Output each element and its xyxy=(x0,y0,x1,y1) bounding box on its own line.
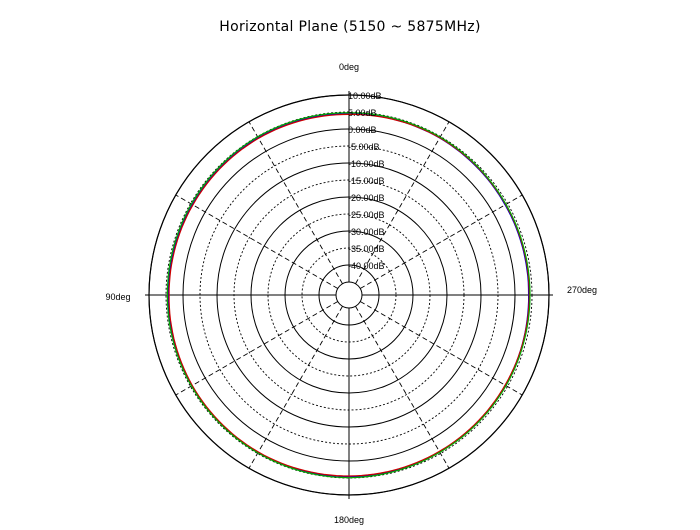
labels-layer: 10.00dB 5.00dB 0.00dB -5.00dB -10.00dB -15.00… xyxy=(105,62,597,525)
spoke-240 xyxy=(360,301,523,396)
angle-label: 180deg xyxy=(334,515,364,525)
spoke-300 xyxy=(360,194,523,289)
radial-tick-label: -10.00dB xyxy=(348,159,385,169)
radial-tick-label: -40.00dB xyxy=(348,261,385,271)
radial-tick-label: -5.00dB xyxy=(348,142,380,152)
spoke-120 xyxy=(175,301,338,396)
spoke-210 xyxy=(355,306,450,469)
center-ring xyxy=(335,281,363,309)
spoke-330 xyxy=(355,121,450,284)
radial-tick-label: 5.00dB xyxy=(348,108,377,118)
angle-label: 0deg xyxy=(339,62,359,72)
spoke-60 xyxy=(175,194,338,289)
angle-label: 90deg xyxy=(105,292,130,302)
spoke-150 xyxy=(248,306,343,469)
spoke-30 xyxy=(248,121,343,284)
radial-tick-label: -15.00dB xyxy=(348,176,385,186)
angle-label: 270deg xyxy=(567,285,597,295)
series-line-3 xyxy=(166,112,531,479)
radial-tick-label: -30.00dB xyxy=(348,227,385,237)
angle-spokes xyxy=(145,91,553,499)
radial-tick-label: 10.00dB xyxy=(348,91,382,101)
radial-tick-label: -20.00dB xyxy=(348,193,385,203)
chart-title: Horizontal Plane (5150 ~ 5875MHz) xyxy=(219,19,481,35)
radial-tick-label: 0.00dB xyxy=(348,125,377,135)
radial-tick-label: -35.00dB xyxy=(348,244,385,254)
radial-tick-label: -25.00dB xyxy=(348,210,385,220)
series-layer xyxy=(166,112,531,479)
